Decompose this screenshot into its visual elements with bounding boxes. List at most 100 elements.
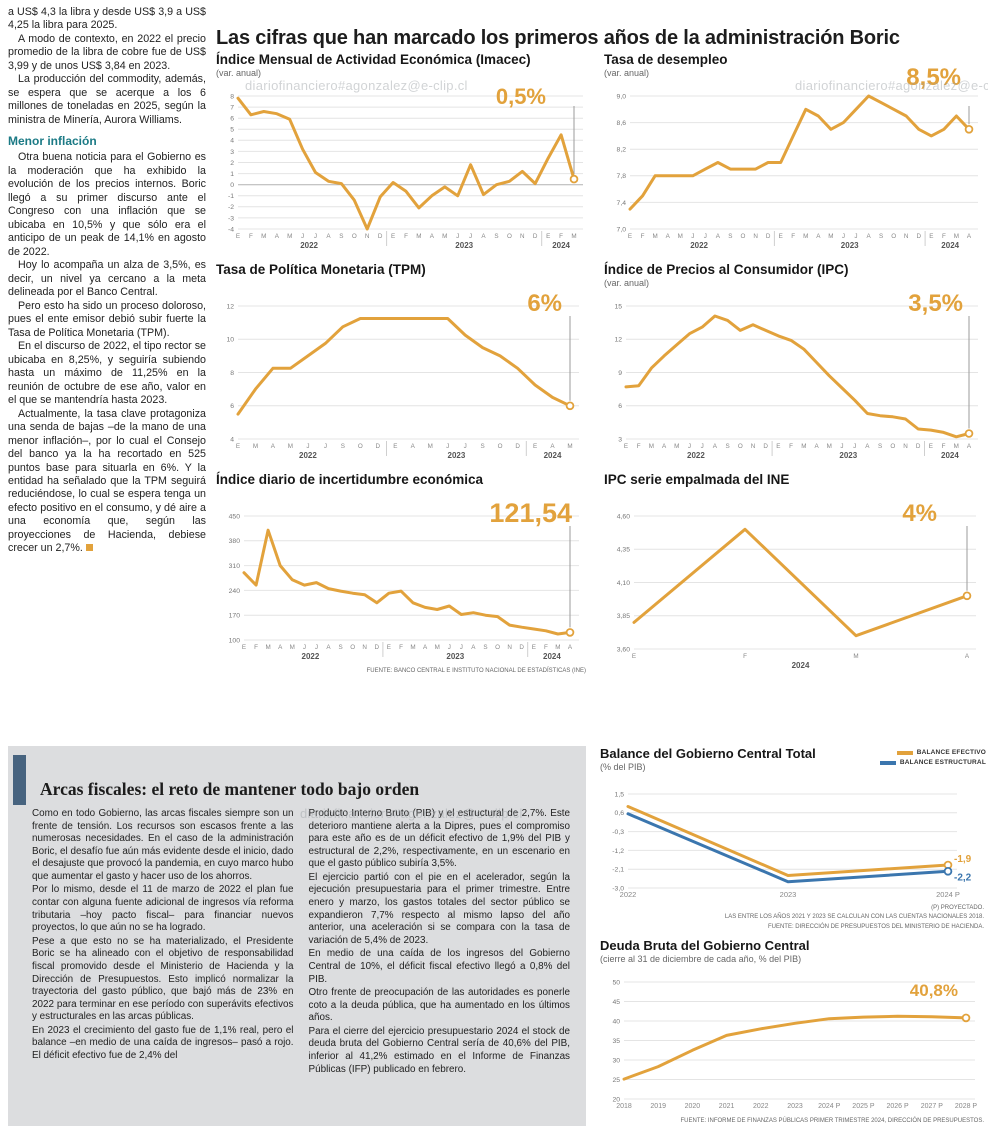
svg-text:2: 2	[230, 160, 234, 167]
fiscal-column-1: Como en todo Gobierno, las arcas fiscale…	[32, 808, 294, 1077]
svg-text:6: 6	[230, 116, 234, 123]
svg-text:F: F	[789, 443, 793, 450]
fiscal-paragraph: Otro frente de preocupación de las autor…	[308, 987, 571, 1024]
svg-text:30: 30	[612, 1057, 620, 1064]
chart-title: Índice diario de incertidumbre económica	[216, 472, 484, 487]
svg-text:N: N	[520, 233, 525, 240]
fiscal-paragraph: Producto Interno Bruto (PIB) y el estruc…	[308, 808, 571, 870]
svg-text:M: M	[290, 644, 295, 651]
svg-text:F: F	[544, 644, 548, 651]
svg-text:N: N	[507, 644, 512, 651]
svg-text:4,35: 4,35	[617, 547, 630, 554]
latest-value-callout: 4%	[902, 500, 937, 527]
svg-text:2027 P: 2027 P	[921, 1103, 944, 1110]
svg-text:D: D	[916, 443, 921, 450]
svg-text:E: E	[532, 644, 536, 651]
svg-text:2023: 2023	[787, 1103, 803, 1110]
svg-text:2024: 2024	[792, 661, 810, 670]
svg-text:A: A	[967, 233, 972, 240]
chart-title: Tasa de Política Monetaria (TPM)	[216, 262, 426, 277]
svg-text:2024 P: 2024 P	[936, 890, 960, 899]
svg-text:2018: 2018	[616, 1103, 632, 1110]
svg-text:M: M	[261, 233, 266, 240]
article-subhead: Menor inflación	[8, 134, 97, 149]
svg-text:50: 50	[612, 979, 620, 986]
fiscal-paragraph: Pese a que esto no se ha materializado, …	[32, 935, 294, 1023]
svg-text:A: A	[814, 443, 819, 450]
chart-title: Índice de Precios al Consumidor (IPC)	[604, 262, 849, 277]
fiscal-paragraph: En 2023 el crecimiento del gasto fue de …	[32, 1024, 294, 1061]
svg-text:D: D	[376, 443, 381, 450]
chart-subtitle: (var. anual)	[604, 68, 650, 78]
legend-swatch-effective	[896, 750, 913, 755]
svg-text:J: J	[464, 443, 467, 450]
svg-text:2022: 2022	[300, 241, 318, 250]
page-title: Las cifras que han marcado los primeros …	[216, 27, 900, 50]
latest-value-callout: 6%	[527, 290, 562, 317]
article-paragraph: Hoy lo acompaña un alza de 3,5%, es deci…	[8, 259, 206, 299]
svg-text:J: J	[704, 233, 707, 240]
svg-text:170: 170	[229, 613, 241, 620]
svg-text:-4: -4	[228, 226, 234, 233]
svg-text:8,6: 8,6	[617, 120, 627, 127]
svg-text:6: 6	[618, 403, 622, 410]
chart-subtitle: (% del PIB)	[600, 762, 646, 772]
svg-text:A: A	[662, 443, 667, 450]
legend-item: BALANCE ESTRUCTURAL	[879, 759, 986, 766]
svg-text:F: F	[641, 233, 645, 240]
chart-notes: (P) PROYECTADO. LAS ENTRE LOS AÑOS 2021 …	[725, 904, 984, 932]
svg-text:35: 35	[612, 1038, 620, 1045]
chart-source: FUENTE: BANCO CENTRAL E INSTITUTO NACION…	[366, 668, 586, 674]
svg-text:9: 9	[618, 370, 622, 377]
legend-item: BALANCE EFECTIVO	[880, 749, 986, 756]
svg-text:2024: 2024	[941, 241, 959, 250]
svg-text:S: S	[341, 443, 345, 450]
svg-text:8,2: 8,2	[617, 147, 627, 154]
svg-text:F: F	[249, 233, 253, 240]
svg-text:25: 25	[612, 1077, 620, 1084]
chart-note: FUENTE: DIRECCIÓN DE PRESUPUESTOS DEL MI…	[767, 923, 984, 930]
svg-text:J: J	[701, 443, 704, 450]
latest-value-callout: 8,5%	[906, 64, 961, 91]
svg-text:M: M	[801, 443, 806, 450]
svg-text:D: D	[766, 233, 771, 240]
svg-text:-2,1: -2,1	[612, 867, 624, 874]
svg-text:A: A	[865, 443, 870, 450]
chart-note: (P) PROYECTADO.	[931, 905, 984, 912]
line-plot-area: 15 12 9 6 3 E F M A M J J A S O N D E F M A M J J A S O N D E F M A 2022 2…	[604, 298, 985, 462]
fiscal-paragraph: Como en todo Gobierno, las arcas fiscale…	[32, 808, 294, 882]
svg-text:20: 20	[612, 1096, 620, 1103]
svg-text:2022: 2022	[687, 451, 705, 460]
svg-text:E: E	[929, 443, 933, 450]
svg-text:5: 5	[230, 127, 234, 134]
svg-text:8: 8	[230, 370, 234, 377]
svg-text:O: O	[350, 644, 355, 651]
svg-text:F: F	[743, 653, 747, 660]
latest-value-callout: 40,8%	[909, 981, 958, 1000]
svg-text:D: D	[519, 644, 524, 651]
svg-text:M: M	[853, 653, 858, 660]
svg-text:E: E	[546, 233, 550, 240]
svg-text:N: N	[751, 443, 756, 450]
svg-text:S: S	[725, 443, 729, 450]
svg-text:D: D	[375, 644, 380, 651]
svg-text:4,10: 4,10	[617, 580, 630, 587]
svg-text:E: E	[929, 233, 933, 240]
svg-text:100: 100	[229, 637, 241, 644]
svg-text:A: A	[866, 233, 871, 240]
svg-text:F: F	[404, 233, 408, 240]
svg-text:6: 6	[230, 403, 234, 410]
svg-text:F: F	[559, 233, 563, 240]
svg-text:2024 P: 2024 P	[818, 1103, 841, 1110]
svg-text:J: J	[446, 443, 449, 450]
svg-text:A: A	[275, 233, 280, 240]
svg-text:40: 40	[612, 1018, 620, 1025]
chart-source: FUENTE: INFORME DE FINANZAS PÚBLICAS PRI…	[680, 1118, 985, 1124]
line-plot-area: 4,60 4,35 4,10 3,85 3,60 E F M A 2024	[604, 508, 985, 672]
svg-text:2028 P: 2028 P	[955, 1103, 978, 1110]
svg-text:A: A	[713, 443, 718, 450]
svg-text:D: D	[533, 233, 538, 240]
svg-text:2023: 2023	[780, 890, 797, 899]
svg-text:7,0: 7,0	[617, 226, 627, 233]
svg-text:M: M	[435, 644, 440, 651]
